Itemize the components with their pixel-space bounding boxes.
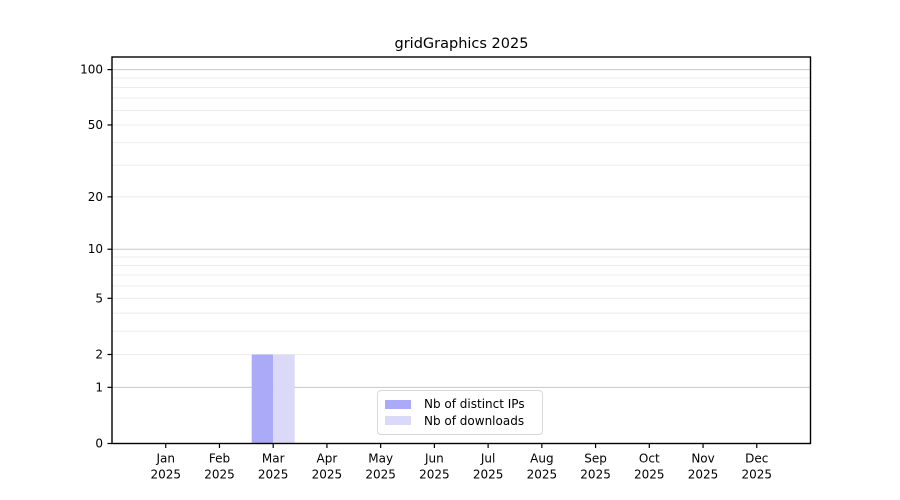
x-tick-label-month: Mar	[262, 452, 285, 466]
y-tick-label: 0	[95, 437, 103, 451]
x-tick-label-month: Apr	[317, 452, 338, 466]
x-tick-label-year: 2025	[419, 468, 450, 482]
x-tick-label-month: Sep	[584, 452, 607, 466]
x-tick-label-year: 2025	[688, 468, 719, 482]
legend-swatch-downloads	[385, 416, 411, 426]
x-tick-label-month: Oct	[639, 452, 660, 466]
x-tick-label-month: Jun	[424, 452, 444, 466]
x-tick-label-month: Aug	[530, 452, 553, 466]
y-tick-label: 10	[88, 242, 103, 256]
x-tick-label-year: 2025	[204, 468, 235, 482]
legend-label-downloads: Nb of downloads	[424, 413, 525, 428]
x-tick-label-month: May	[368, 452, 393, 466]
legend: Nb of distinct IPs Nb of downloads	[377, 390, 543, 435]
x-tick-label-month: Feb	[209, 452, 230, 466]
x-tick-label-year: 2025	[527, 468, 558, 482]
legend-item-distinct-ips: Nb of distinct IPs	[385, 396, 534, 412]
bar-downloads	[273, 354, 295, 444]
x-tick-label-month: Dec	[745, 452, 768, 466]
x-tick-label-year: 2025	[258, 468, 289, 482]
x-tick-label-year: 2025	[312, 468, 343, 482]
chart-title: gridGraphics 2025	[394, 36, 529, 52]
y-tick-label: 2	[95, 347, 103, 361]
legend-swatch-distinct-ips	[385, 399, 411, 409]
y-tick-label: 5	[95, 291, 103, 305]
x-tick-label-year: 2025	[150, 468, 181, 482]
x-tick-label-year: 2025	[580, 468, 611, 482]
y-tick-label: 50	[88, 118, 103, 132]
plot-border	[111, 56, 812, 445]
x-tick-label-month: Nov	[691, 452, 714, 466]
y-tick-label: 1	[95, 380, 103, 394]
x-tick-label-month: Jan	[155, 452, 175, 466]
x-tick-label-year: 2025	[741, 468, 772, 482]
y-tick-label: 20	[88, 190, 103, 204]
legend-label-distinct-ips: Nb of distinct IPs	[424, 397, 525, 412]
legend-item-downloads: Nb of downloads	[385, 413, 534, 429]
y-tick-label: 100	[80, 63, 103, 77]
x-tick-label-year: 2025	[473, 468, 504, 482]
x-tick-label-year: 2025	[365, 468, 396, 482]
x-tick-label-month: Jul	[480, 452, 495, 466]
bar-distinct-ips	[251, 354, 274, 444]
x-tick-label-year: 2025	[634, 468, 665, 482]
